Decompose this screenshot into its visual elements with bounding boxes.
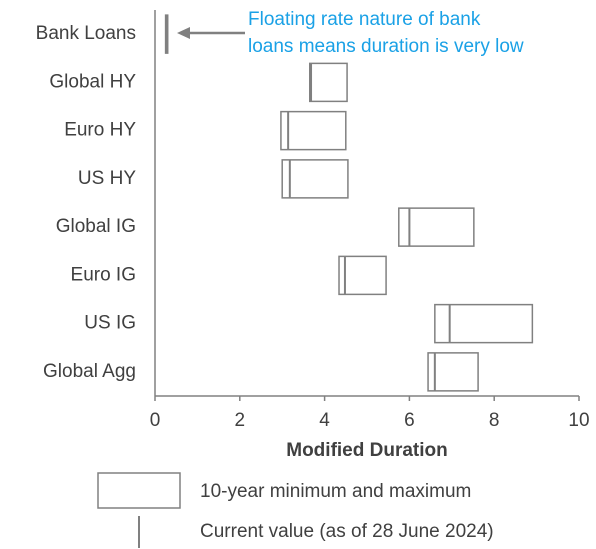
x-tick-label: 10 [568,410,589,431]
x-axis-title: Modified Duration [286,440,447,461]
y-tick-label: Global IG [56,216,136,237]
range-box [434,303,534,344]
y-tick-label: US IG [84,313,136,334]
annotation: loans means duration is very low [248,36,524,57]
legend-label: Current value (as of 28 June 2024) [200,521,494,542]
y-tick-label: Global HY [49,71,136,92]
range-box [427,352,479,392]
y-tick-label: US HY [78,168,136,189]
y-tick-label: Euro HY [64,120,136,141]
range-box [281,159,349,199]
y-tick-label: Bank Loans [36,23,136,44]
x-tick-label: 4 [319,410,330,431]
x-tick-label: 6 [404,410,415,431]
y-tick-label: Global Agg [43,361,136,382]
range-box [280,110,347,151]
x-tick-label: 8 [489,410,500,431]
annotation-arrowhead [177,27,190,39]
x-tick-label: 2 [235,410,246,431]
range-box [398,207,475,247]
x-tick-label: 0 [150,410,161,431]
y-tick-label: Euro IG [71,264,136,285]
legend-range-swatch [97,472,181,509]
annotation: Floating rate nature of bank [248,9,481,30]
legend-label: 10-year minimum and maximum [200,481,471,502]
range-box [309,62,348,103]
range-box [338,255,387,296]
